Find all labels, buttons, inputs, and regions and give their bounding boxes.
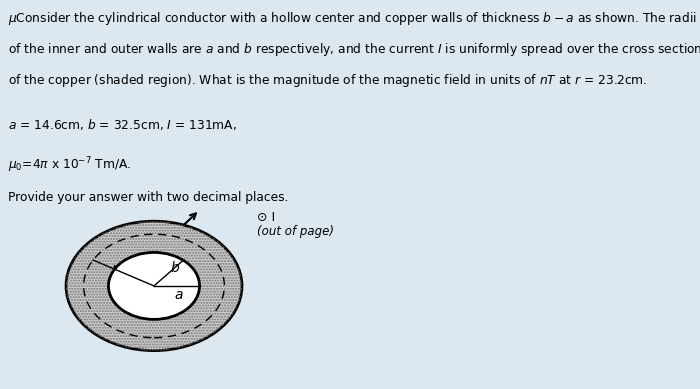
Text: (out of page): (out of page) [258, 224, 335, 238]
Text: $\mu$Consider the cylindrical conductor with a hollow center and copper walls of: $\mu$Consider the cylindrical conductor … [8, 10, 697, 27]
Text: ⊙ I: ⊙ I [258, 211, 276, 224]
Text: r: r [111, 262, 117, 276]
Text: of the inner and outer walls are $a$ and $b$ respectively, and the current $I$ i: of the inner and outer walls are $a$ and… [8, 41, 700, 58]
Text: of the copper (shaded region). What is the magnitude of the magnetic field in un: of the copper (shaded region). What is t… [8, 72, 648, 89]
Text: $\mu_0$=4$\pi$ x 10$^{-7}$ Tm/A.: $\mu_0$=4$\pi$ x 10$^{-7}$ Tm/A. [8, 156, 132, 175]
Circle shape [108, 252, 200, 319]
Text: b: b [170, 261, 179, 275]
Text: $a$ = 14.6cm, $b$ = 32.5cm, $I$ = 131mA,: $a$ = 14.6cm, $b$ = 32.5cm, $I$ = 131mA, [8, 117, 237, 132]
Text: a: a [175, 288, 183, 302]
Circle shape [66, 221, 242, 350]
Text: Provide your answer with two decimal places.: Provide your answer with two decimal pla… [8, 191, 289, 203]
